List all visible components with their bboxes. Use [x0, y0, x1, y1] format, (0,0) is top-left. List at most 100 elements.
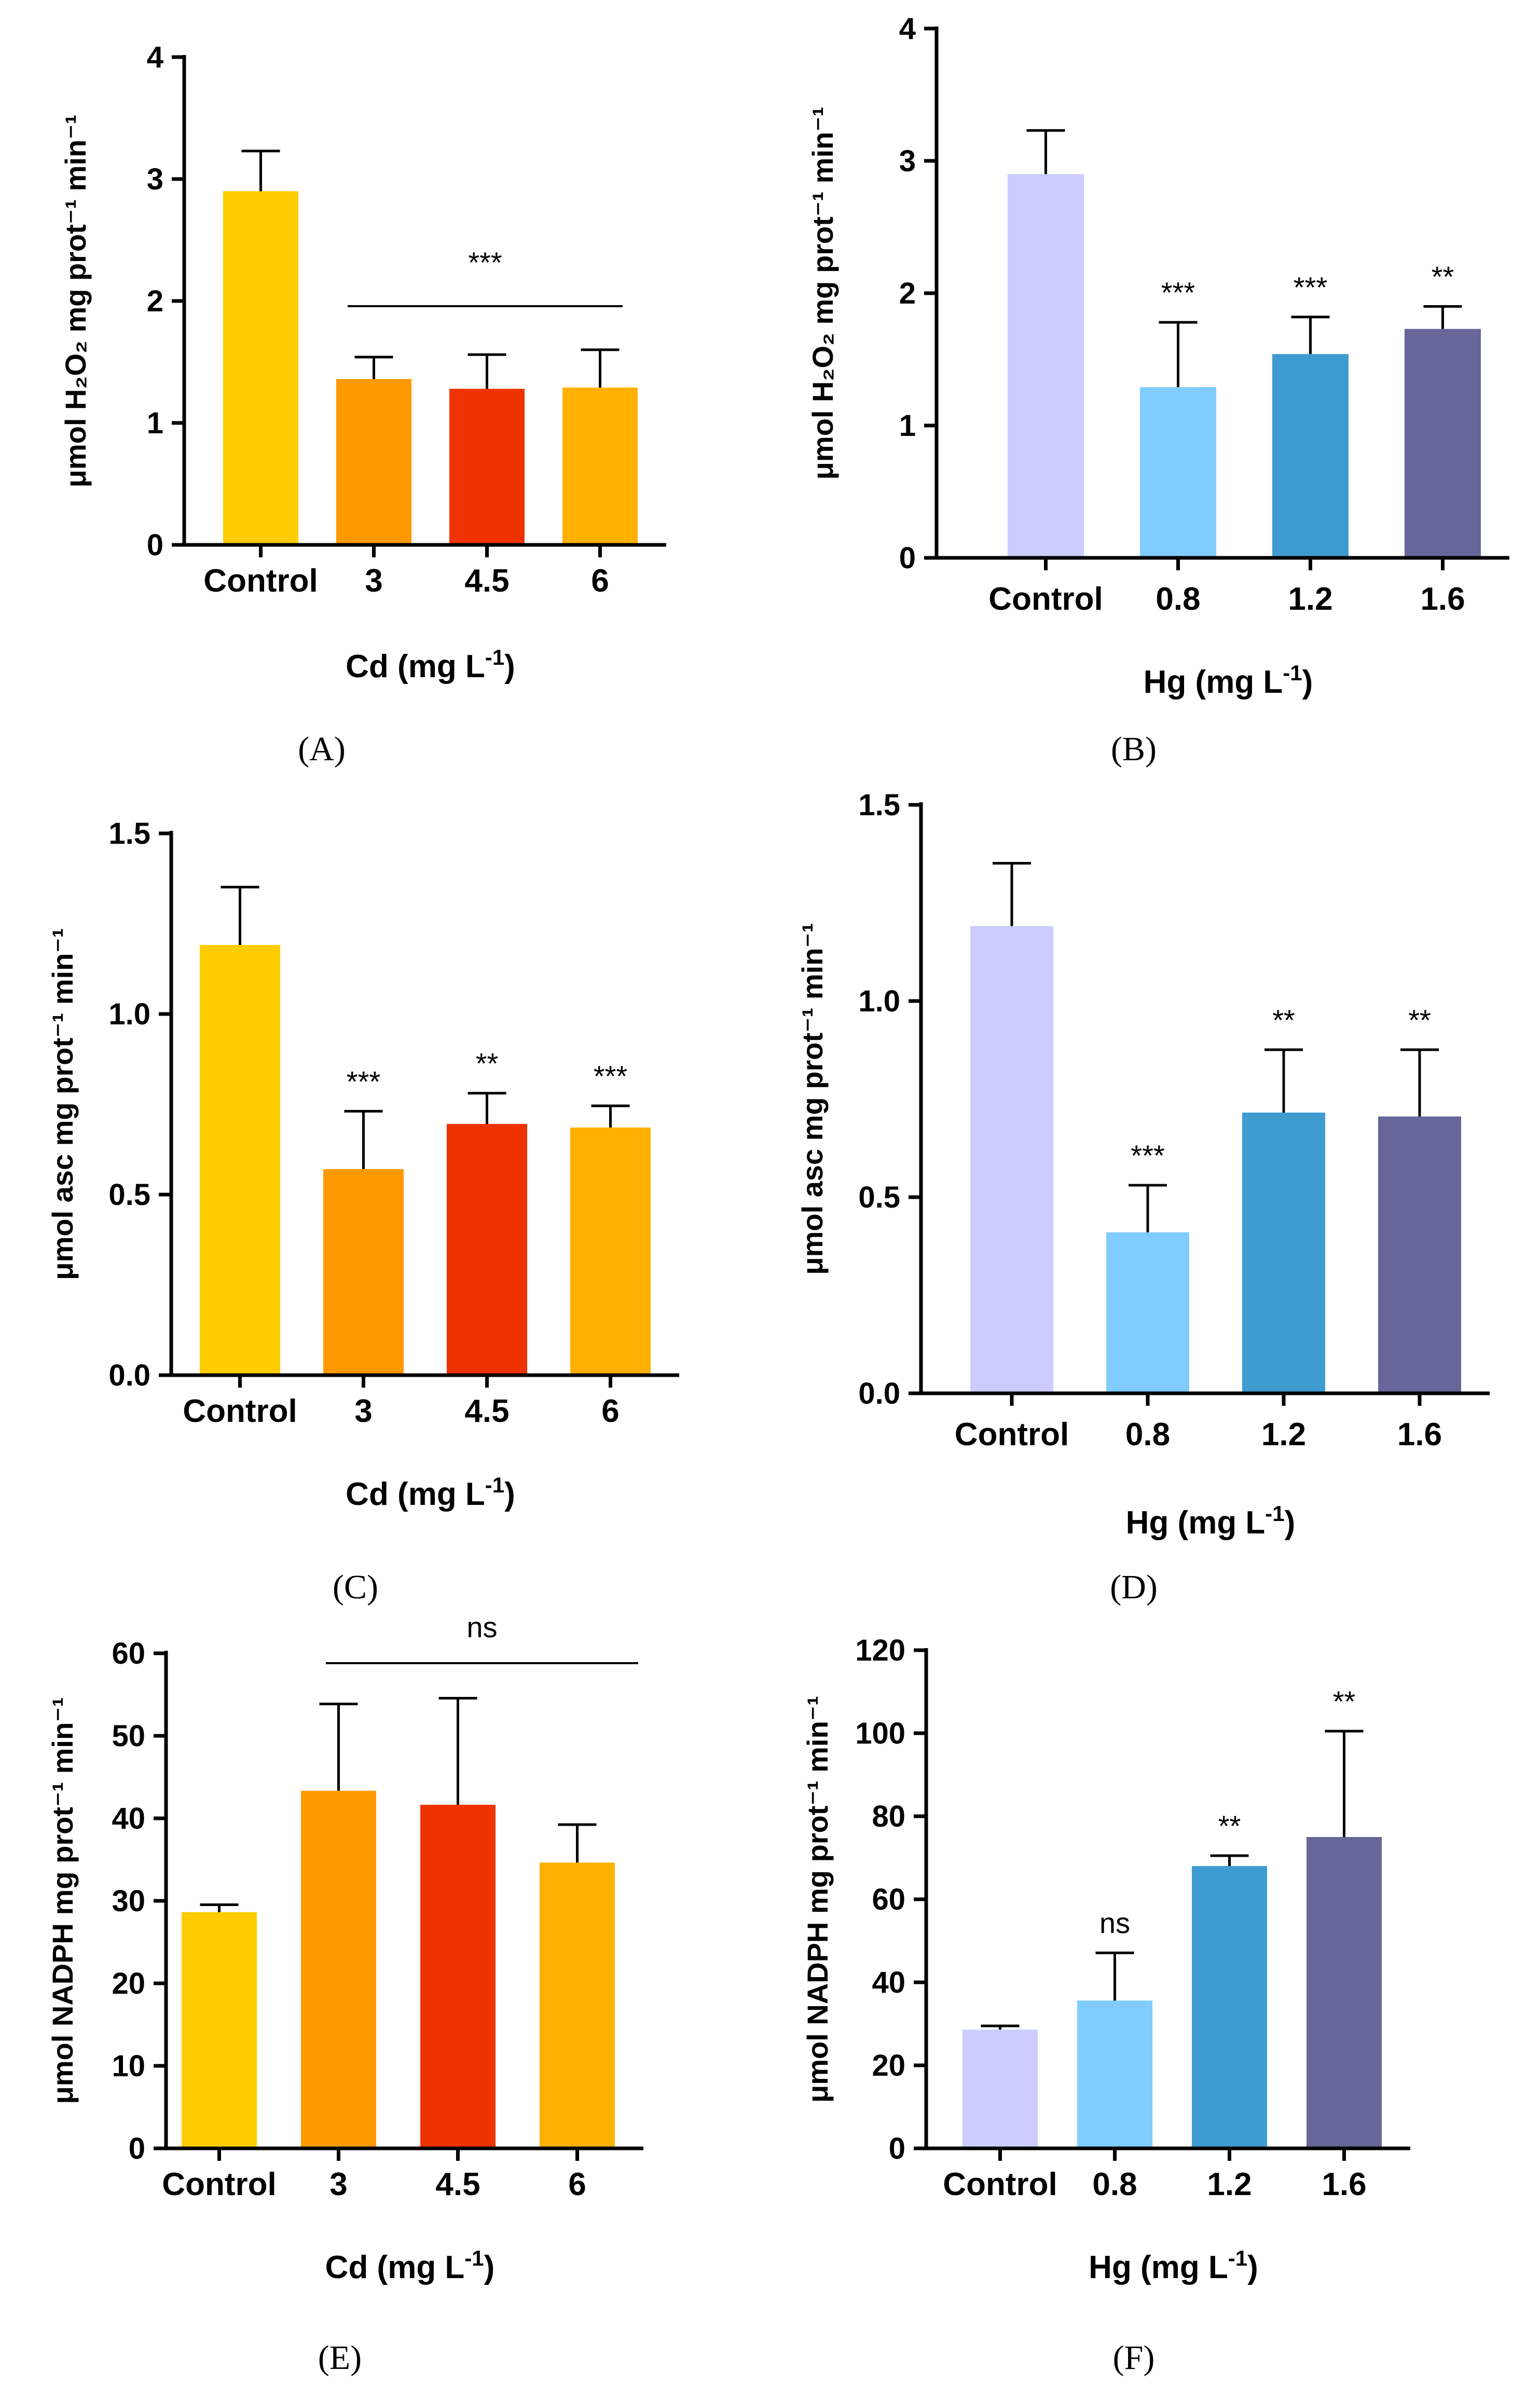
panel-label: (D) — [1110, 1568, 1158, 1606]
category-tick-label: 6 — [591, 563, 609, 599]
category-tick-label: 4.5 — [435, 2167, 480, 2202]
bar — [970, 926, 1053, 1393]
y-tick-label: 100 — [855, 1717, 905, 1750]
significance-label: ** — [1218, 1810, 1241, 1842]
category-tick-label: 1.6 — [1322, 2167, 1366, 2202]
y-axis-label: μmol asc mg prot⁻¹ min⁻¹ — [796, 923, 829, 1274]
y-tick-label: 60 — [112, 1637, 145, 1670]
y-tick-label: 3 — [899, 144, 916, 178]
y-tick-label: 4 — [899, 12, 916, 46]
category-tick-label: 1.6 — [1397, 1417, 1442, 1452]
y-tick-label: 50 — [112, 1719, 145, 1753]
bar — [200, 944, 280, 1375]
x-axis-label: Hg (mg L-1) — [1089, 2246, 1258, 2285]
significance-label: *** — [1161, 276, 1195, 309]
bar — [1140, 387, 1216, 558]
significance-label: *** — [594, 1060, 627, 1092]
category-tick-label: Control — [203, 563, 318, 599]
category-tick-label: Control — [955, 1417, 1069, 1452]
y-tick-label: 0 — [899, 541, 916, 575]
bar — [449, 389, 525, 545]
category-tick-label: 4.5 — [464, 1393, 509, 1429]
bar — [1405, 328, 1481, 558]
chart-panel-2: Control *** 0.8 *** 1.2 ** 1.6 0 1 2 3 4 Hg (mg L-1)… — [806, 12, 1509, 768]
significance-label: *** — [1131, 1139, 1164, 1172]
category-tick-label: 1.6 — [1420, 581, 1465, 617]
group-significance-label: *** — [468, 246, 502, 279]
x-axis-label: Cd (mg L-1) — [346, 1473, 515, 1512]
bar — [336, 379, 411, 545]
bar — [182, 1912, 257, 2148]
significance-label: ** — [1272, 1004, 1295, 1036]
y-axis-label: μmol H₂O₂ mg prot⁻¹ min⁻¹ — [59, 115, 92, 488]
y-tick-label: 40 — [112, 1802, 145, 1835]
bar — [540, 1862, 615, 2148]
bar — [570, 1127, 651, 1375]
x-axis-label: Hg (mg L-1) — [1144, 661, 1313, 700]
y-tick-label: 0.0 — [858, 1377, 900, 1410]
y-tick-label: 20 — [112, 1967, 145, 2000]
category-tick-label: 6 — [568, 2167, 586, 2202]
category-tick-label: 0.8 — [1156, 581, 1200, 617]
y-tick-label: 1.0 — [108, 997, 150, 1031]
chart-panel-1: Control 3 4.5 6 *** 0 1 2 3 4 Cd (mg L-1) μmol H₂O₂… — [59, 40, 666, 768]
significance-label: ** — [476, 1047, 499, 1080]
significance-label: *** — [1294, 271, 1327, 304]
panel-label: (E) — [318, 2339, 362, 2377]
y-tick-label: 30 — [112, 1884, 145, 1918]
bar — [1307, 1837, 1382, 2148]
category-tick-label: 0.8 — [1125, 1417, 1170, 1452]
category-tick-label: 3 — [354, 1393, 372, 1429]
category-tick-label: 1.2 — [1207, 2167, 1252, 2202]
chart-panel-4: Control *** 0.8 ** 1.2 ** 1.6 0.0 0.5 1.0 1.5 Hg (m… — [796, 788, 1490, 1606]
y-tick-label: 0 — [147, 528, 163, 562]
y-tick-label: 120 — [855, 1634, 905, 1667]
chart-panel-3: Control *** 3 ** 4.5 *** 6 0.0 0.5 1.0 1.5 Cd (mg L… — [46, 817, 679, 1606]
x-axis-label: Cd (mg L-1) — [346, 645, 515, 684]
panels-group: Control 3 4.5 6 *** 0 1 2 3 4 Cd (mg L-1) μmol H₂O₂… — [46, 12, 1509, 2377]
y-axis-label: μmol asc mg prot⁻¹ min⁻¹ — [46, 928, 79, 1280]
category-tick-label: Control — [162, 2167, 276, 2202]
y-tick-label: 40 — [872, 1966, 905, 1999]
y-axis-label: μmol NADPH mg prot⁻¹ min⁻¹ — [46, 1697, 79, 2104]
y-tick-label: 3 — [147, 162, 163, 196]
category-tick-label: 3 — [365, 563, 382, 599]
significance-label: ** — [1333, 1685, 1356, 1718]
y-tick-label: 20 — [872, 2049, 905, 2082]
bar — [223, 191, 298, 545]
y-tick-label: 1.5 — [108, 817, 150, 851]
bar — [1077, 2000, 1152, 2148]
chart-panel-5: Control 3 4.5 6 ns 0 10 20 30 40 50 60 Cd (mg L-1) μm… — [46, 1611, 643, 2377]
significance-label: ** — [1408, 1004, 1431, 1036]
y-tick-label: 0.5 — [858, 1181, 900, 1214]
y-tick-label: 4 — [147, 40, 163, 74]
y-tick-label: 10 — [112, 2049, 145, 2083]
significance-label: *** — [347, 1065, 380, 1098]
bar — [1272, 354, 1349, 558]
category-tick-label: 0.8 — [1092, 2167, 1137, 2202]
panel-label: (B) — [1111, 730, 1157, 768]
category-tick-label: 1.2 — [1288, 581, 1332, 617]
x-axis-label: Hg (mg L-1) — [1126, 1501, 1296, 1541]
y-axis-label: μmol NADPH mg prot⁻¹ min⁻¹ — [801, 1696, 834, 2103]
bar — [301, 1790, 376, 2148]
y-tick-label: 1.0 — [858, 984, 900, 1018]
y-axis-label: μmol H₂O₂ mg prot⁻¹ min⁻¹ — [806, 107, 839, 480]
panel-label: (C) — [333, 1568, 378, 1606]
bar — [1106, 1232, 1189, 1393]
panel-label: (A) — [298, 730, 346, 768]
category-tick-label: Control — [988, 581, 1103, 617]
y-tick-label: 0 — [889, 2132, 905, 2165]
y-tick-label: 1 — [899, 409, 916, 443]
y-tick-label: 2 — [147, 284, 163, 318]
category-tick-label: 4.5 — [464, 563, 509, 599]
y-tick-label: 60 — [872, 1883, 905, 1916]
group-significance-label: ns — [466, 1611, 497, 1643]
bar — [1008, 174, 1084, 558]
y-tick-label: 1.5 — [858, 788, 900, 822]
bar — [420, 1804, 496, 2148]
y-tick-label: 2 — [899, 277, 916, 310]
bar — [962, 2030, 1038, 2148]
significance-label: ns — [1099, 1907, 1130, 1939]
